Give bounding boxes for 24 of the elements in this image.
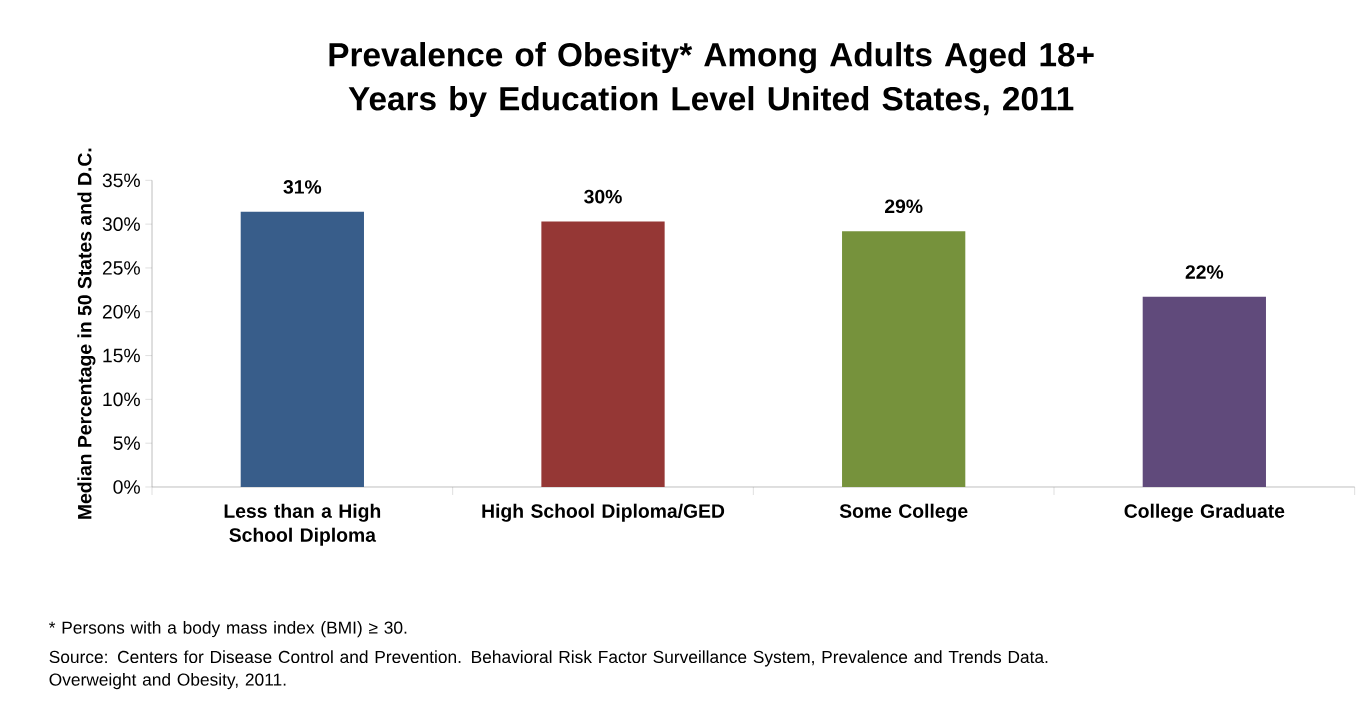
chart-title: Prevalence of Obesity* Among Adults Aged 18+ Years by Education Level United States, 2011 [329, 42, 1094, 118]
y-tick-label: 0% [113, 480, 140, 494]
data-label: 30% [584, 189, 622, 204]
text: * Persons with a body mass index (BMI) ≥ 30. [48, 621, 407, 638]
bar [240, 211, 364, 487]
y-tick-label: 5% [113, 436, 140, 450]
data-label: 29% [885, 199, 923, 214]
x-tick-label: College Graduate [1124, 503, 1285, 522]
y-tick-label: 30% [102, 217, 140, 231]
x-tick-label: High School Diploma/GED [482, 503, 725, 522]
y-tick-label: 15% [103, 348, 140, 363]
x-tick-label: Less than a High School Diploma [224, 503, 381, 546]
y-tick-label: 10% [103, 392, 140, 407]
y-tick-label: 20% [102, 304, 140, 319]
y-tick-label: 35% [102, 173, 140, 188]
bar [541, 221, 665, 487]
data-label: 31% [283, 180, 322, 194]
source-note: Source: Centers for Disease Control and Prevention. Behavioral Risk Factor Surveillance System, Prevalence and Trends Data. Overweight and Obesity, 2011. [49, 650, 1048, 690]
bar [842, 231, 966, 487]
y-tick-label: 25% [102, 261, 140, 275]
bar [1142, 296, 1266, 487]
y-axis-title: Median Percentage in 50 States and D.C. [77, 148, 96, 519]
data-label: 22% [1185, 265, 1224, 279]
x-tick-label: Some College [839, 503, 968, 522]
